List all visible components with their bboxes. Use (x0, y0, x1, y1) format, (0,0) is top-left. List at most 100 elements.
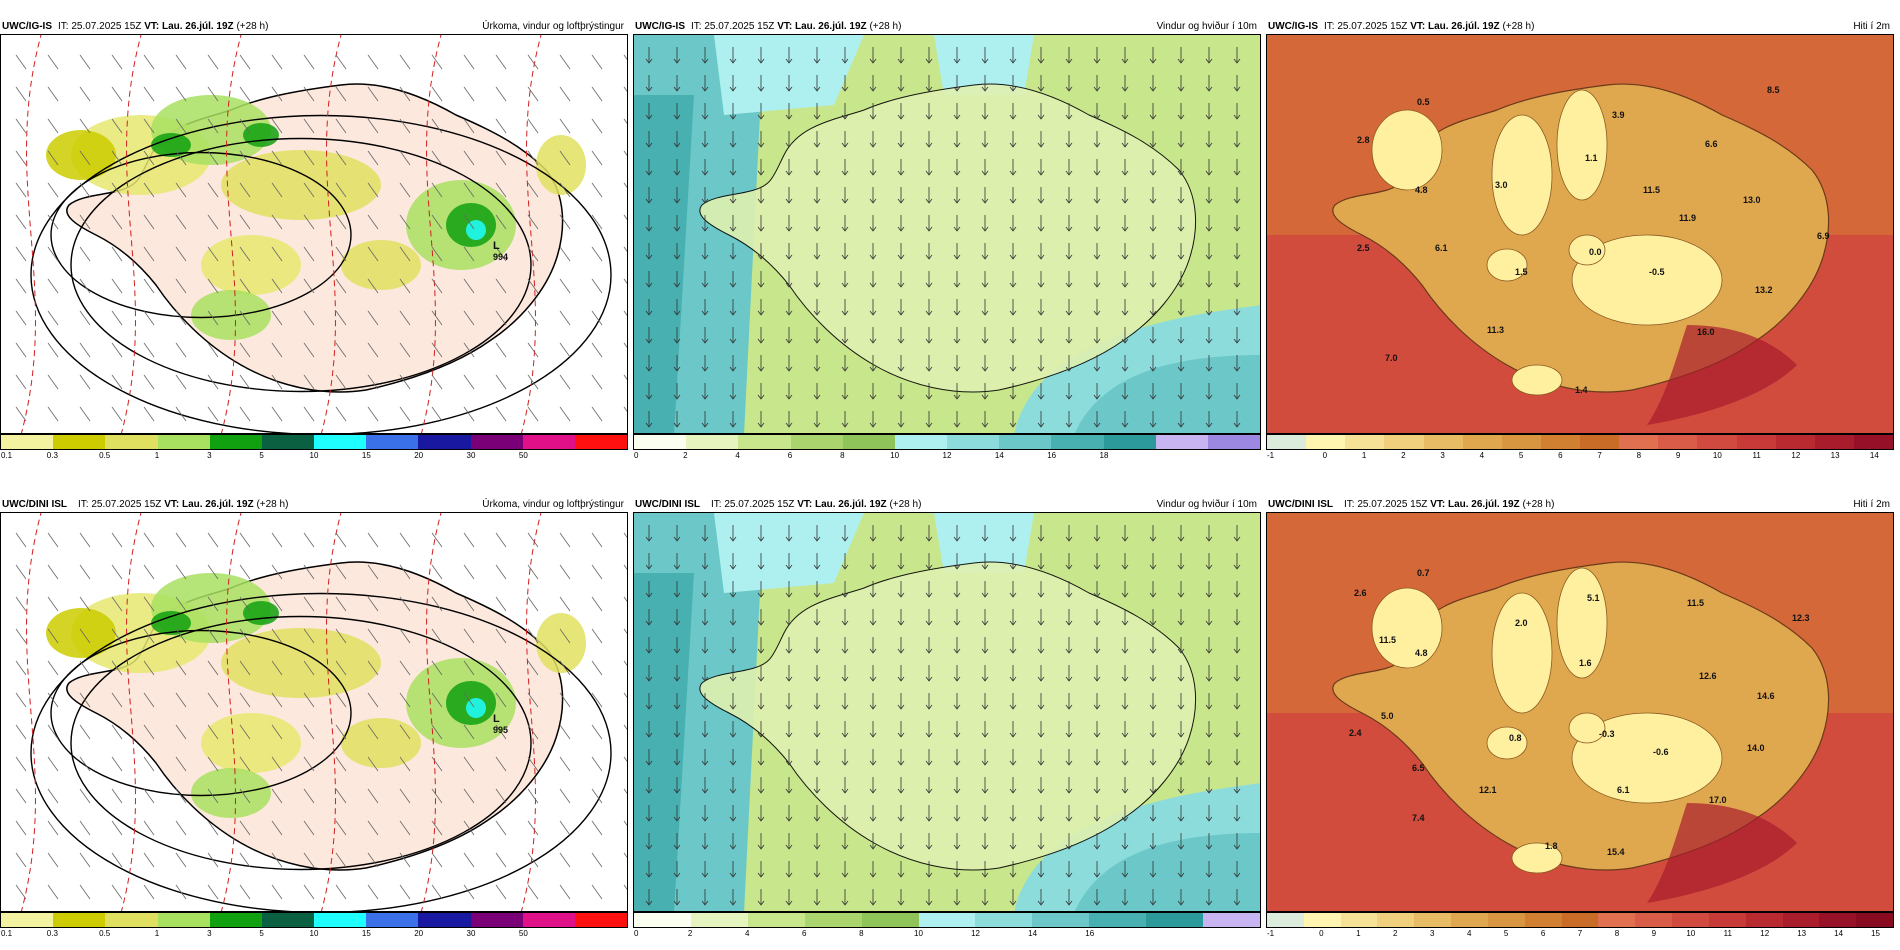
wind-barb (367, 214, 379, 230)
run-info: IT: 25.07.2025 15Z VT: Lau. 26.júl. 19Z … (1344, 499, 1554, 510)
wind-barb (463, 564, 475, 580)
wind-arrow-head (813, 86, 821, 92)
wind-arrow-head (953, 648, 961, 654)
wind-arrow-head (785, 114, 793, 120)
wind-barb (335, 150, 347, 166)
wind-arrow-head (673, 704, 681, 710)
vt-value: Lau. 26.júl. 19Z (1427, 21, 1500, 32)
wind-arrow-head (841, 310, 849, 316)
color-scale-tick: 6 (1558, 451, 1563, 460)
wind-barb (559, 406, 571, 422)
weather-map[interactable] (633, 34, 1261, 434)
wind-arrow-head (673, 760, 681, 766)
panel-title: Vindur og hviður í 10m (1156, 499, 1257, 510)
wind-arrow-head (1205, 648, 1213, 654)
weather-map[interactable]: L 995 (0, 512, 628, 912)
wind-barb (431, 788, 443, 804)
wind-arrow-head (1177, 704, 1185, 710)
wind-arrow-head (1149, 592, 1157, 598)
wind-arrow-head (953, 732, 961, 738)
wind-barb (431, 692, 443, 708)
wind-barb (79, 246, 91, 262)
wind-arrow-head (1093, 760, 1101, 766)
wind-barb (271, 596, 283, 612)
weather-map[interactable]: 0.7 2.6 11.5 5.1 11.5 4.8 2.0 12.3 1.6 12.6 14.6 5.… (1266, 512, 1894, 912)
temperature-value: 1.4 (1575, 385, 1588, 395)
wind-arrow-head (841, 536, 849, 542)
wind-barb (367, 532, 379, 548)
wind-arrow-head (1065, 900, 1073, 906)
temperature-value: 2.4 (1349, 728, 1362, 738)
wind-arrow-head (953, 198, 961, 204)
wind-arrow-head (813, 536, 821, 542)
wind-barb (559, 118, 571, 134)
wind-barb (207, 532, 219, 548)
wind-arrow-head (785, 198, 793, 204)
wind-arrow-head (925, 844, 933, 850)
wind-barb (623, 406, 627, 412)
cold-highland (1486, 726, 1528, 760)
wind-barb (527, 374, 539, 390)
wind-barb (111, 246, 123, 262)
wind-barb (47, 150, 59, 166)
wind-arrow-head (1177, 844, 1185, 850)
wind-arrow-head (1149, 338, 1157, 344)
wind-barb (111, 628, 123, 644)
wind-barb (175, 660, 187, 676)
wind-arrow-head (1233, 732, 1241, 738)
wind-barb (335, 532, 347, 548)
wind-barb (559, 692, 571, 708)
wind-arrow-head (1121, 198, 1129, 204)
wind-arrow-head (1093, 732, 1101, 738)
wind-arrow-head (981, 760, 989, 766)
wind-barb (79, 564, 91, 580)
wind-arrow-head (1149, 310, 1157, 316)
wind-barb (335, 724, 347, 740)
wind-barb (399, 692, 411, 708)
wind-arrow-head (897, 676, 905, 682)
wind-barb (271, 54, 283, 70)
color-scale-segment (1672, 913, 1709, 927)
wind-arrow-head (701, 676, 709, 682)
wind-arrow-head (1037, 226, 1045, 232)
wind-arrow-head (729, 226, 737, 232)
wind-barb (335, 342, 347, 358)
wind-arrow-head (1065, 788, 1073, 794)
vt-label: VT: (797, 499, 813, 510)
wind-arrow-head (813, 114, 821, 120)
wind-barb (463, 628, 475, 644)
wind-barb (623, 86, 627, 92)
color-scale-segment (105, 435, 158, 449)
wind-arrow-head (1121, 676, 1129, 682)
wind-barb (15, 820, 27, 836)
wind-barb (367, 374, 379, 390)
wind-arrow-head (645, 226, 653, 232)
temperature-contour (420, 35, 442, 433)
run-info: IT: 25.07.2025 15Z VT: Lau. 26.júl. 19Z … (711, 499, 921, 510)
wind-barb (47, 852, 59, 868)
wind-barb (207, 788, 219, 804)
weather-map[interactable] (633, 512, 1261, 912)
wind-barb (303, 596, 315, 612)
wind-arrow-head (1149, 732, 1157, 738)
temperature-value: -0.3 (1599, 729, 1615, 739)
color-scale-segment (157, 913, 210, 927)
wind-barb (47, 374, 59, 390)
wind-barb (47, 756, 59, 772)
wind-arrow-head (1093, 676, 1101, 682)
wind-arrow-head (785, 58, 793, 64)
wind-arrow-head (1009, 900, 1017, 906)
wind-barb (143, 660, 155, 676)
wind-barb (15, 374, 27, 390)
wind-arrow-head (841, 254, 849, 260)
wind-barb (239, 406, 251, 422)
weather-map[interactable]: L 994 (0, 34, 628, 434)
wind-arrow-head (1009, 564, 1017, 570)
wind-arrow-head (785, 704, 793, 710)
temperature-contour (520, 35, 542, 433)
wind-arrow-head (897, 114, 905, 120)
wind-barb (367, 54, 379, 70)
color-scale-segment (105, 913, 158, 927)
weather-map[interactable]: 0.5 8.5 2.8 3.9 6.6 4.8 3.0 1.1 11.5 13.0 11.9 2.5 6… (1266, 34, 1894, 434)
color-scale-tick: 10 (1712, 451, 1722, 460)
